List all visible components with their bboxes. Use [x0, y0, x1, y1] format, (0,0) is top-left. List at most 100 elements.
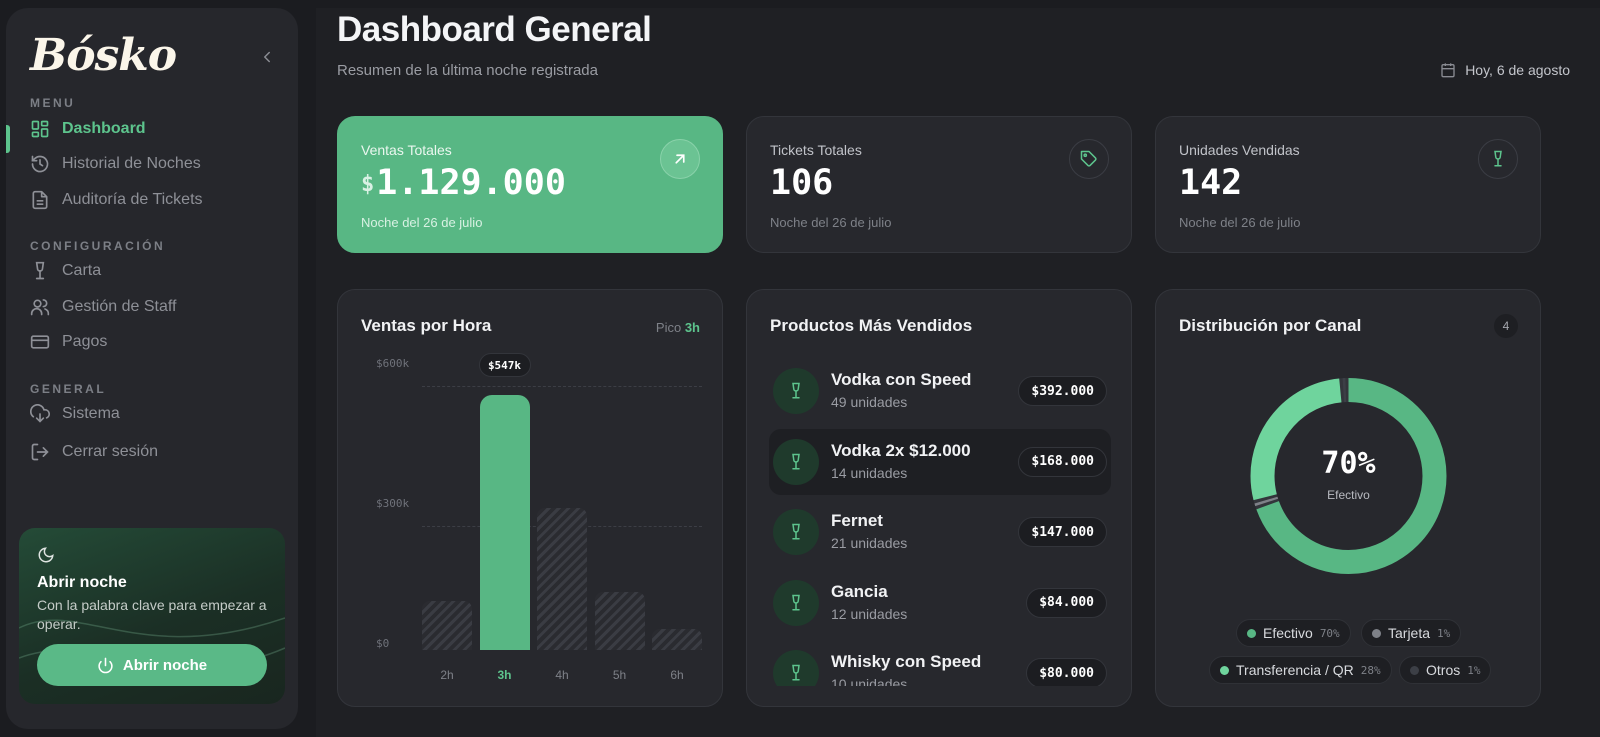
stat-label: Ventas Totales	[361, 142, 452, 158]
wine-glass-icon	[792, 453, 800, 469]
bar-tooltip: $547k	[478, 353, 531, 377]
sidebar-item-label: Pagos	[62, 333, 108, 350]
sidebar-item-payments[interactable]: Pagos	[24, 326, 284, 358]
product-icon-circle	[773, 650, 819, 686]
page-title: Dashboard General	[337, 10, 652, 49]
channels-title: Distribución por Canal	[1179, 316, 1362, 335]
stat-icon-button[interactable]	[1069, 139, 1109, 179]
sidebar-item-dashboard[interactable]: Dashboard	[24, 113, 284, 145]
cloud-download-icon	[30, 404, 50, 423]
product-icon-circle	[773, 438, 819, 485]
users-icon	[30, 299, 50, 316]
sidebar-item-ticket-audit[interactable]: Auditoría de Tickets	[24, 184, 284, 216]
stat-value-number: 1.129.000	[376, 163, 566, 203]
legend-label: Otros	[1426, 662, 1461, 678]
bar-4h[interactable]	[537, 507, 587, 650]
dashboard-icon	[31, 120, 49, 138]
wine-glass-icon	[792, 594, 800, 610]
product-units: 10 unidades	[831, 676, 908, 686]
bar-2h[interactable]	[422, 601, 472, 650]
stat-value: 106	[770, 163, 834, 203]
credit-card-icon	[30, 335, 50, 349]
open-night-button-label: Abrir noche	[122, 656, 208, 674]
x-tick-label: 6h	[670, 668, 684, 682]
product-price: $147.000	[1018, 517, 1107, 547]
stat-icon-button[interactable]	[660, 139, 700, 179]
page-subtitle: Resumen de la última noche registrada	[337, 62, 598, 79]
sidebar-item-system[interactable]: Sistema	[24, 398, 284, 430]
tag-icon	[1080, 150, 1097, 167]
product-price: $80.000	[1026, 658, 1107, 686]
legend-item[interactable]: Transferencia / QR 28%	[1209, 656, 1392, 684]
stat-value: $1.129.000	[361, 163, 566, 203]
stat-card-tickets: Tickets Totales 106 Noche del 26 de juli…	[746, 116, 1132, 253]
product-icon-circle	[773, 509, 819, 555]
product-list: Vodka con Speed 49 unidades $392.000 Vodka …	[747, 350, 1132, 686]
sidebar-item-label: Auditoría de Tickets	[62, 191, 203, 208]
legend-dot	[1247, 628, 1256, 638]
chart-title: Ventas por Hora	[361, 316, 492, 335]
open-night-button[interactable]: Abrir noche	[37, 644, 267, 686]
stat-footnote: Noche del 26 de julio	[1179, 215, 1301, 230]
legend-dot	[1410, 665, 1419, 675]
y-tick-label: $300k	[376, 497, 410, 510]
sidebar-item-carta[interactable]: Carta	[24, 255, 284, 287]
product-units: 21 unidades	[831, 535, 908, 551]
legend-dot	[1220, 665, 1229, 675]
products-title: Productos Más Vendidos	[770, 316, 973, 335]
open-night-description: Con la palabra clave para empezar a oper…	[37, 597, 267, 632]
history-icon	[31, 155, 49, 173]
product-row[interactable]: Gancia 12 unidades $84.000	[769, 570, 1111, 636]
sidebar-item-history[interactable]: Historial de Noches	[24, 148, 284, 180]
product-price: $392.000	[1018, 376, 1107, 406]
sidebar-item-staff[interactable]: Gestión de Staff	[24, 291, 284, 323]
legend-item[interactable]: Tarjeta 1%	[1361, 619, 1462, 647]
calendar-icon	[1441, 63, 1455, 78]
bar-3h[interactable]	[479, 394, 530, 650]
stat-icon-button[interactable]	[1478, 139, 1518, 179]
power-icon	[98, 657, 113, 673]
y-tick-label: $600k	[376, 357, 410, 370]
arrow-up-right-icon	[675, 154, 685, 164]
sidebar: Bósko MENU Dashboard Historial de Noches…	[6, 8, 298, 729]
wine-glass-icon	[35, 261, 45, 280]
legend-percent: 70%	[1319, 626, 1340, 640]
product-name: Fernet	[831, 511, 883, 530]
date-display: Hoy, 6 de agosto	[1440, 62, 1570, 78]
section-label-config: CONFIGURACIÓN	[30, 239, 166, 253]
product-icon-circle	[773, 368, 819, 414]
product-row[interactable]: Whisky con Speed 10 unidades $80.000	[769, 640, 1111, 686]
sidebar-item-label: Dashboard	[62, 120, 146, 137]
legend-percent: 28%	[1360, 663, 1381, 677]
sidebar-item-label: Carta	[62, 262, 102, 279]
bar-5h[interactable]	[594, 591, 645, 650]
logout-icon	[31, 443, 49, 461]
product-name: Gancia	[831, 581, 888, 601]
moon-icon	[38, 547, 54, 563]
sidebar-item-label: Cerrar sesión	[62, 443, 159, 460]
gridline	[422, 386, 702, 387]
brand-logo: Bósko	[30, 30, 177, 81]
wine-glass-icon	[792, 523, 800, 540]
product-name: Whisky con Speed	[831, 652, 982, 671]
donut-center-label: Efectivo	[1327, 488, 1370, 502]
donut-segment[interactable]	[1250, 378, 1447, 574]
stat-footnote: Noche del 26 de julio	[361, 215, 483, 230]
product-icon-circle	[773, 579, 819, 626]
product-row[interactable]: Vodka 2x $12.000 14 unidades $168.000	[769, 428, 1111, 495]
sidebar-item-label: Sistema	[62, 405, 120, 422]
legend-label: Transferencia / QR	[1236, 662, 1354, 678]
collapse-sidebar-icon[interactable]	[258, 48, 276, 66]
open-night-title: Abrir noche	[37, 574, 127, 591]
legend-item[interactable]: Otros 1%	[1399, 656, 1492, 684]
bar-6h[interactable]	[652, 629, 702, 650]
sidebar-item-logout[interactable]: Cerrar sesión	[24, 436, 284, 468]
date-label: Hoy, 6 de agosto	[1465, 62, 1570, 78]
sales-per-hour-card: Ventas por Hora Pico 3h $600k $300k $0 2h 3h…	[337, 289, 723, 707]
currency-symbol: $	[361, 172, 375, 197]
product-row[interactable]: Vodka con Speed 49 unidades $392.000	[769, 358, 1111, 424]
channel-distribution-card: Distribución por Canal 4 70% Efectivo Ef…	[1155, 289, 1541, 707]
legend-item[interactable]: Efectivo 70%	[1236, 619, 1351, 647]
product-row[interactable]: Fernet 21 unidades $147.000	[769, 499, 1111, 565]
donut-segment[interactable]	[1250, 378, 1447, 574]
